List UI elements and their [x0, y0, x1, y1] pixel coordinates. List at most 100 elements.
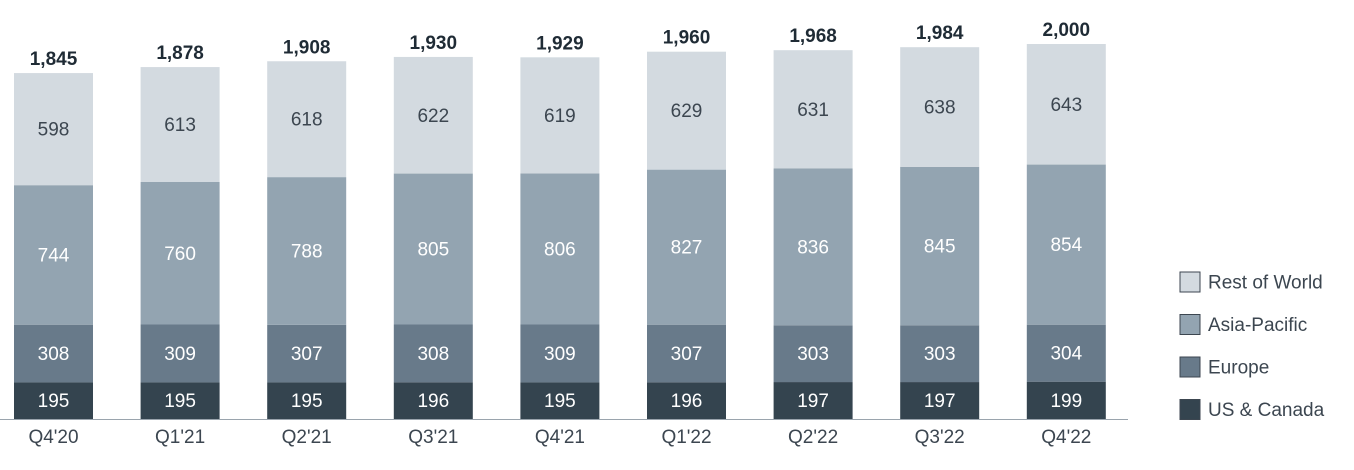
bar-segment	[520, 382, 600, 419]
data-label: 619	[544, 106, 576, 127]
data-label: 638	[924, 98, 956, 119]
bar-segment	[393, 324, 473, 383]
data-label: 197	[924, 391, 956, 412]
bar-segment	[900, 166, 980, 326]
data-label: 199	[1050, 391, 1082, 412]
bar-segment	[140, 182, 220, 325]
legend-swatch	[1179, 356, 1201, 378]
bar-segment	[900, 325, 980, 383]
bar-segment	[1026, 324, 1106, 382]
bar-segment	[520, 173, 600, 325]
bar-segment	[647, 169, 726, 325]
x-tick-label: Q1'21	[155, 427, 205, 448]
data-label: 304	[1050, 344, 1082, 365]
data-label: 196	[671, 391, 703, 412]
data-label: 307	[671, 344, 703, 365]
x-tick-label: Q1'22	[661, 427, 711, 448]
legend: Rest of World Asia-Pacific Europe US & Cana…	[1179, 271, 1325, 421]
x-tick-label: Q3'22	[915, 427, 965, 448]
bar-segment	[140, 67, 220, 182]
total-label: 1,929	[536, 33, 584, 54]
bar-segment	[647, 382, 726, 419]
bar-segment	[267, 61, 347, 178]
data-label: 613	[164, 115, 196, 136]
data-label: 197	[797, 391, 829, 412]
data-label: 806	[544, 239, 576, 260]
bar-segment	[773, 168, 853, 326]
x-tick-labels: Q4'20 Q1'21 Q2'21 Q3'21 Q4'21 Q1'22 Q2'22 Q3'22…	[28, 427, 1091, 448]
data-label: 788	[291, 242, 323, 263]
bar-segment	[14, 185, 93, 325]
data-label: 643	[1050, 95, 1082, 116]
data-label: 854	[1050, 235, 1082, 256]
data-label: 836	[797, 237, 829, 258]
data-label: 307	[291, 344, 323, 365]
data-label: 309	[544, 344, 576, 365]
bar-segment	[647, 324, 726, 383]
legend-label: Europe	[1208, 358, 1269, 379]
x-tick-label: Q4'20	[28, 427, 78, 448]
data-label: 195	[544, 391, 576, 412]
bar-segment	[14, 324, 93, 383]
total-label: 1,845	[30, 49, 78, 70]
legend-swatch	[1179, 399, 1201, 420]
bar-segment	[1026, 381, 1106, 419]
data-label: 308	[38, 344, 70, 365]
bar-segment	[900, 47, 980, 167]
data-label: 618	[291, 110, 323, 131]
bar-segment	[773, 382, 853, 419]
data-label: 195	[38, 391, 70, 412]
data-label: 622	[417, 106, 449, 127]
x-tick-label: Q3'21	[408, 427, 458, 448]
total-label: 1,960	[663, 28, 711, 49]
data-label: 760	[164, 244, 196, 265]
bar-segment	[267, 382, 347, 419]
bar-segment	[267, 324, 347, 383]
total-label: 1,930	[410, 33, 458, 54]
x-tick-label: Q4'21	[535, 427, 585, 448]
bar-segment	[14, 382, 93, 419]
data-label: 631	[797, 100, 829, 121]
data-label: 744	[38, 245, 70, 266]
bar-segment	[393, 382, 473, 419]
data-label: 629	[671, 101, 703, 122]
bar-segment	[140, 382, 220, 419]
bars-layer: 195 308 744 598 1,845 195 309 760 613 1,878 195 307…	[14, 20, 1106, 419]
bar-segment	[647, 51, 726, 170]
data-label: 308	[417, 344, 449, 365]
data-label: 196	[417, 391, 449, 412]
data-label: 195	[291, 391, 323, 412]
data-label: 303	[924, 344, 956, 365]
data-label: 303	[797, 344, 829, 365]
total-label: 1,878	[156, 43, 204, 64]
data-label: 598	[38, 120, 70, 141]
data-label: 845	[924, 237, 956, 258]
bar-segment	[1026, 44, 1106, 165]
bar-segment	[393, 173, 473, 325]
bar-segment	[267, 177, 347, 325]
data-label: 805	[417, 240, 449, 261]
legend-swatch	[1179, 314, 1201, 335]
bar-segment	[520, 57, 600, 174]
legend-label: Rest of World	[1208, 273, 1323, 294]
total-label: 1,984	[916, 23, 964, 44]
data-label: 309	[164, 344, 196, 365]
x-tick-label: Q4'22	[1041, 427, 1091, 448]
bar-segment	[140, 324, 220, 383]
bar-segment	[520, 324, 600, 383]
bar-segment	[900, 382, 980, 419]
bar-segment	[773, 325, 853, 383]
total-label: 1,968	[789, 26, 837, 47]
x-tick-label: Q2'22	[788, 427, 838, 448]
total-label: 2,000	[1043, 20, 1091, 41]
bar-segment	[14, 73, 93, 186]
legend-label: Asia-Pacific	[1208, 315, 1307, 336]
data-label: 827	[671, 238, 703, 259]
bar-segment	[393, 56, 473, 174]
total-label: 1,908	[283, 37, 331, 58]
x-tick-label: Q2'21	[282, 427, 332, 448]
legend-swatch	[1179, 271, 1201, 293]
data-label: 195	[164, 391, 196, 412]
